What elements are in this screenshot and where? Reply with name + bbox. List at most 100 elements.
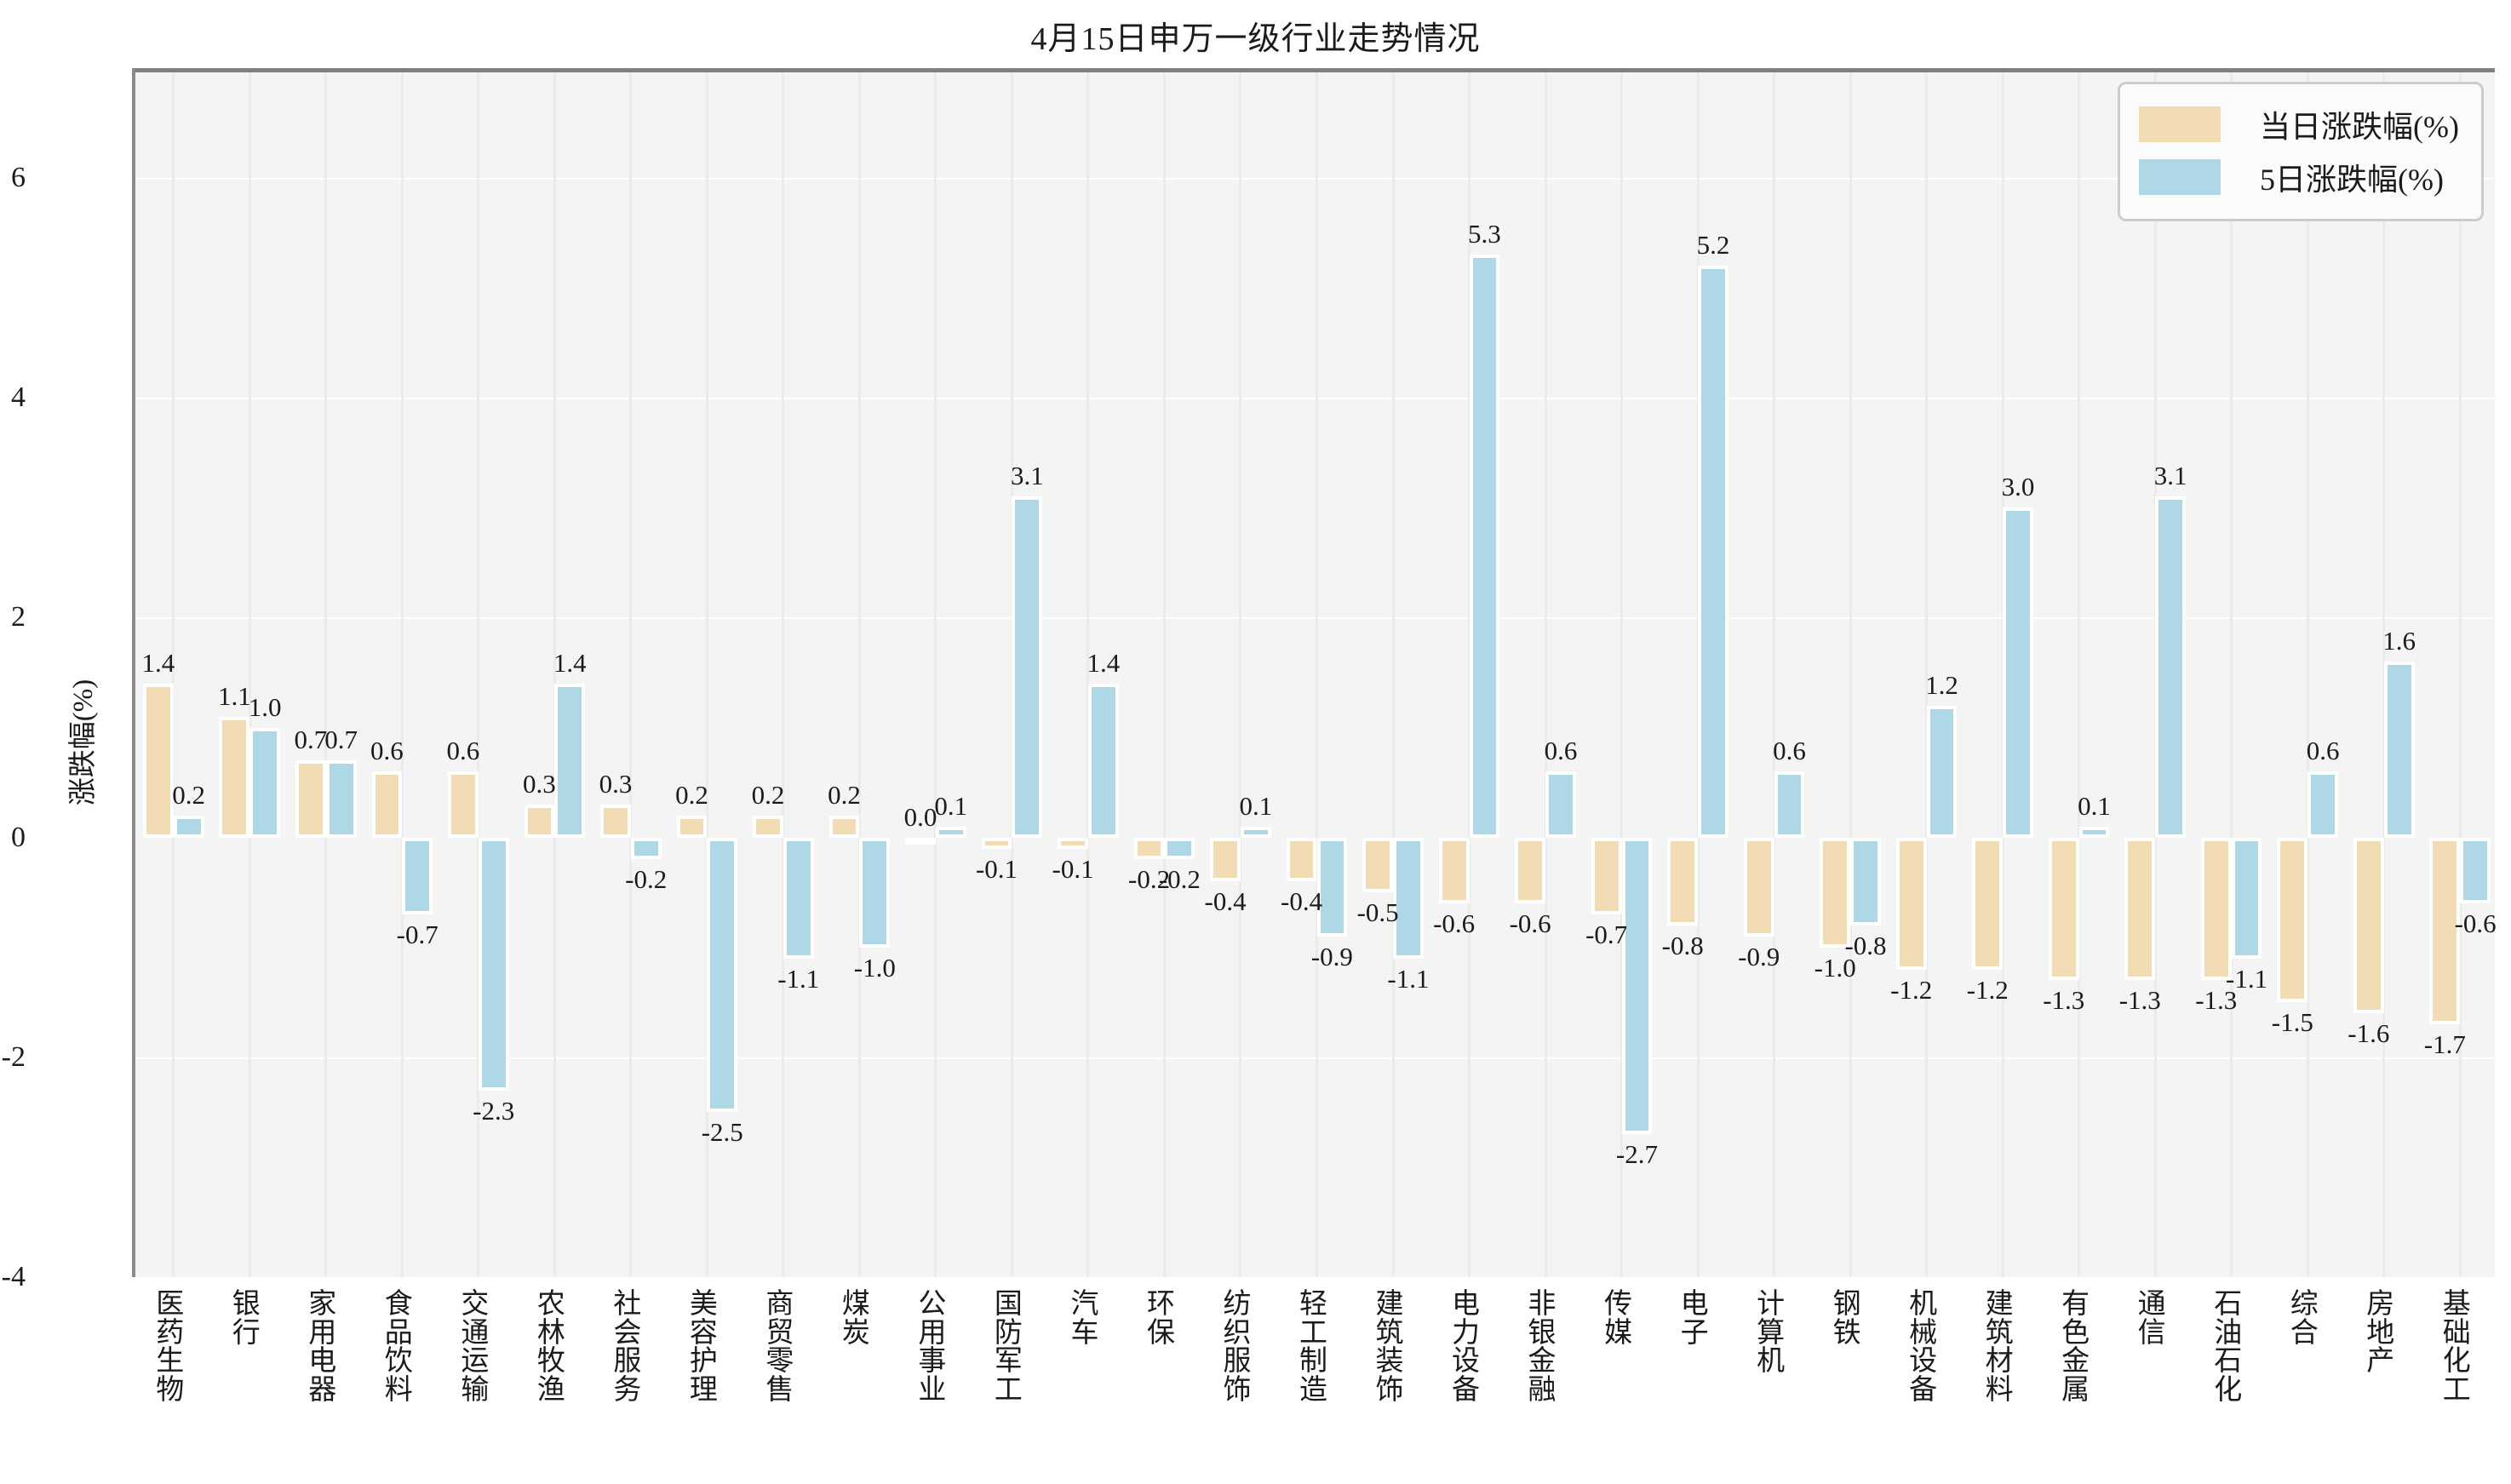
bar-value-label: 0.2	[172, 779, 206, 810]
legend-swatch-icon	[2139, 159, 2221, 195]
gridline	[857, 68, 861, 1277]
x-tick-label: 纺织服饰	[1223, 1289, 1252, 1406]
bar	[1316, 837, 1348, 937]
bar	[753, 815, 783, 838]
bar-value-label: -0.6	[2454, 908, 2497, 939]
bar	[1438, 837, 1470, 904]
bar-value-label: -0.2	[1128, 864, 1171, 895]
bar-value-label: 0.3	[599, 768, 633, 799]
y-tick-label: 4	[11, 381, 26, 414]
legend-item[interactable]: 当日涨跌幅(%)	[2139, 98, 2459, 151]
x-tick-label: 国防军工	[994, 1289, 1023, 1406]
bar-value-label: -1.3	[2118, 985, 2161, 1016]
bar-value-label: -1.1	[777, 963, 820, 994]
bar-value-label: 0.2	[675, 779, 708, 810]
bar	[2277, 837, 2308, 1003]
bar	[2429, 837, 2461, 1025]
x-tick-label: 计算机	[1757, 1289, 1786, 1378]
legend-item[interactable]: 5日涨跌幅(%)	[2139, 151, 2459, 203]
x-tick-label: 有色金属	[2061, 1289, 2090, 1406]
bar	[1058, 837, 1088, 849]
gridline	[1162, 68, 1166, 1277]
bar-value-label: -0.7	[396, 920, 439, 949]
x-tick-label: 家用电器	[308, 1289, 337, 1406]
bar-value-label: -0.4	[1281, 886, 1323, 917]
bar	[905, 837, 936, 845]
x-tick-label: 房地产	[2366, 1289, 2395, 1378]
bar	[219, 716, 250, 838]
x-tick-label: 美容护理	[689, 1289, 718, 1406]
gridline	[2230, 68, 2233, 1277]
bar-value-label: 1.4	[141, 647, 175, 678]
bar-value-label: 0.1	[2078, 790, 2111, 821]
y-tick-label: -2	[1, 1040, 26, 1073]
x-tick-label: 电力设备	[1452, 1289, 1481, 1406]
bar-value-label: -1.1	[2226, 963, 2268, 994]
bar	[1621, 837, 1653, 1135]
bar	[249, 727, 281, 838]
bar-value-label: -0.8	[1661, 930, 1704, 960]
bar	[1698, 266, 1728, 838]
bar-value-label: -2.7	[1615, 1139, 1658, 1170]
x-tick-label: 食品饮料	[384, 1289, 413, 1406]
bar-value-label: -0.9	[1738, 941, 1780, 971]
bar	[1895, 837, 1927, 970]
bar	[402, 837, 433, 914]
bar	[1972, 837, 2004, 970]
x-tick-label: 农林牧渔	[536, 1289, 565, 1406]
bar-value-label: 0.6	[2306, 736, 2340, 766]
bar	[1667, 837, 1699, 925]
gridline	[1620, 68, 1624, 1277]
gridline	[934, 68, 937, 1277]
legend-label: 当日涨跌幅(%)	[2260, 110, 2459, 144]
bar-value-label: -1.0	[853, 952, 896, 983]
bar-value-label: 3.1	[2153, 461, 2187, 491]
bar-value-label: 0.1	[1239, 790, 1273, 821]
gridline	[629, 68, 633, 1277]
bar-value-label: 0.2	[751, 779, 785, 810]
bar-value-label: 1.2	[1925, 669, 1958, 700]
bar-value-label: -1.0	[1814, 952, 1856, 983]
bar	[630, 837, 662, 860]
bar-value-label: 0.1	[934, 790, 968, 821]
bar-value-label: -0.5	[1356, 897, 1399, 928]
bar-value-label: -1.2	[1966, 974, 2009, 1005]
gridline	[1849, 68, 1852, 1277]
bar	[295, 760, 326, 838]
bar	[1393, 837, 1424, 959]
x-tick-label: 交通运输	[461, 1289, 490, 1406]
bar-value-label: -0.8	[1844, 930, 1887, 960]
plot-area: 1.4 0.2 1.1 1.0 0.7 0.7 0.6 -0.7 0.6 -2.3 0.3 1.4 0.…	[135, 68, 2497, 1279]
x-tick-label: 机械设备	[1909, 1289, 1938, 1406]
bar	[828, 815, 860, 838]
bar-value-label: -0.7	[1585, 920, 1628, 949]
legend-swatch-icon	[2139, 106, 2221, 142]
bar-value-label: -0.4	[1204, 886, 1247, 917]
bar	[1515, 837, 1546, 904]
bar	[2460, 837, 2491, 904]
bar	[1774, 771, 1805, 838]
page-title: 4月15日申万一级行业走势情况	[1030, 21, 1481, 57]
gridline	[782, 68, 785, 1277]
x-tick-label: 非银金融	[1528, 1289, 1556, 1406]
bar	[2307, 771, 2338, 838]
x-tick-label: 钢铁	[1832, 1289, 1861, 1349]
bar-value-label: 0.7	[294, 725, 328, 755]
gridline	[1391, 68, 1395, 1277]
bar	[2231, 837, 2262, 959]
bar-value-label: 1.0	[248, 691, 282, 722]
bar	[371, 771, 403, 838]
bar	[1820, 837, 1851, 948]
x-tick-label: 石油石化	[2214, 1289, 2243, 1406]
x-tick-label: 社会服务	[613, 1289, 642, 1406]
chart-legend: 当日涨跌幅(%) 5日涨跌幅(%)	[2118, 82, 2484, 221]
bar	[554, 683, 586, 838]
bar-value-label: -1.2	[1890, 974, 1933, 1005]
x-tick-label: 轻工制造	[1299, 1289, 1327, 1406]
bar-value-label: -2.5	[701, 1117, 743, 1148]
bar	[1240, 826, 1271, 838]
bar-value-label: 3.1	[1010, 461, 1044, 491]
bar	[1087, 683, 1119, 838]
x-tick-label: 医药生物	[156, 1289, 185, 1406]
bar-value-label: 5.2	[1696, 230, 1730, 261]
